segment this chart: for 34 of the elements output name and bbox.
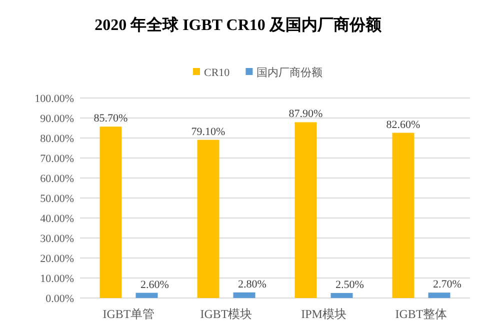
y-tick-label: 20.00% — [40, 253, 74, 265]
y-tick-label: 90.00% — [40, 113, 74, 125]
bar — [233, 292, 256, 298]
data-label: 2.60% — [140, 278, 169, 291]
bar — [428, 292, 450, 298]
x-tick-label: IGBT单管 — [102, 307, 155, 321]
x-tick-label: IGBT模块 — [200, 307, 252, 321]
bar — [330, 293, 353, 298]
bar — [294, 122, 317, 298]
bar — [100, 126, 122, 298]
chart-title: 2020 年全球 IGBT CR10 及国内厂商份额 — [94, 16, 382, 34]
data-label: 2.80% — [238, 278, 266, 290]
y-tick-label: 70.00% — [40, 153, 74, 165]
y-tick-label: 100.00% — [34, 93, 74, 105]
y-tick-label: 10.00% — [40, 273, 74, 285]
data-label: 2.50% — [336, 279, 364, 291]
bar — [136, 292, 158, 298]
bar — [197, 140, 220, 298]
legend-label: CR10 — [204, 67, 230, 79]
data-label: 85.70% — [94, 112, 128, 125]
legend-label: 国内厂商份额 — [256, 66, 323, 79]
y-tick-label: 30.00% — [40, 233, 74, 245]
y-tick-label: 50.00% — [40, 193, 74, 205]
data-label: 79.10% — [191, 126, 226, 138]
bar — [392, 132, 414, 298]
y-tick-label: 80.00% — [40, 133, 74, 145]
data-label: 82.60% — [386, 118, 420, 131]
data-label: 87.90% — [288, 108, 323, 120]
y-tick-label: 60.00% — [40, 173, 74, 185]
y-tick-label: 0.00% — [46, 293, 74, 305]
y-tick-label: 40.00% — [40, 213, 74, 225]
data-label: 2.70% — [433, 278, 462, 291]
x-tick-label: IPM模块 — [301, 307, 346, 321]
x-tick-label: IGBT整体 — [395, 307, 448, 321]
